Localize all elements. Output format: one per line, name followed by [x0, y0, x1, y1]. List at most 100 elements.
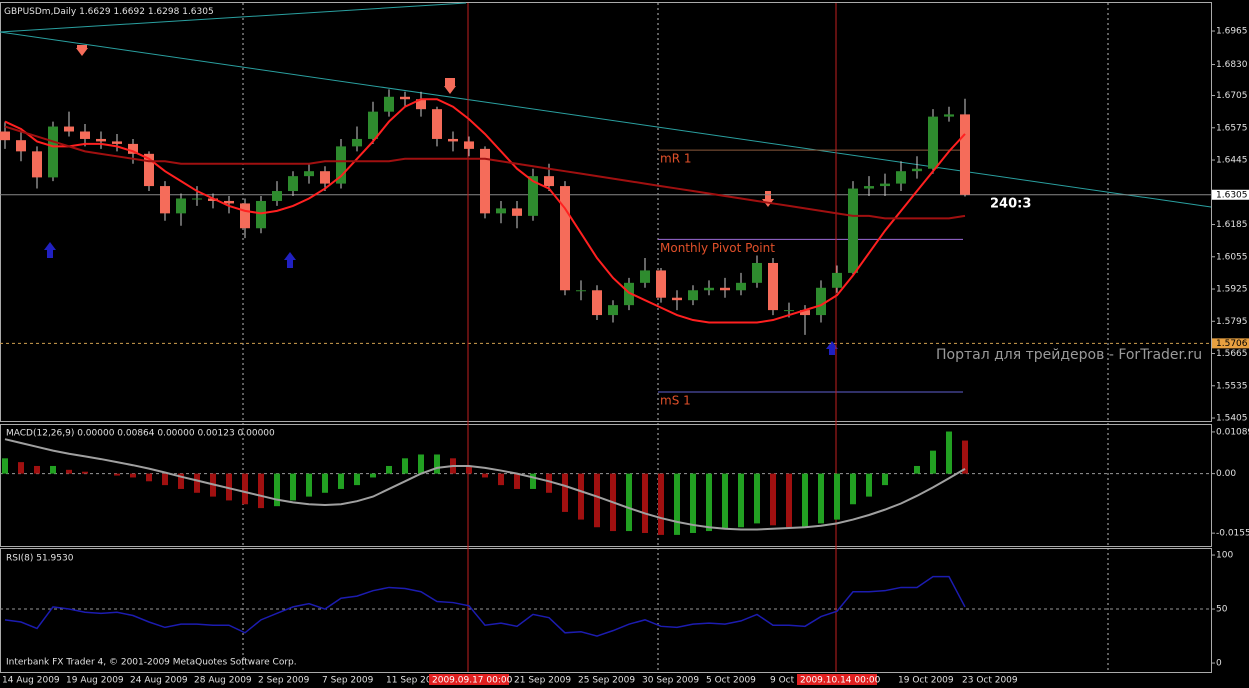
candle-body: [640, 270, 650, 283]
candle-body: [208, 198, 218, 201]
arrow-down: [444, 78, 456, 94]
macd-bar: [962, 440, 968, 474]
y-tick-label: 0.00: [1216, 469, 1236, 479]
candle-body: [720, 287, 730, 291]
x-tick-label: 28 Aug 2009: [194, 676, 252, 686]
watermark: Портал для трейдеров - ForTrader.ru: [936, 347, 1202, 363]
candle-body: [768, 262, 778, 311]
macd-bar: [66, 469, 72, 474]
y-tick-label: -0.01554: [1216, 529, 1249, 539]
x-tick-label: 5 Oct 2009: [706, 676, 756, 686]
candle-body: [16, 140, 26, 152]
macd-bar: [322, 473, 328, 493]
candle-body: [928, 116, 938, 169]
macd-bar: [530, 473, 536, 489]
macd-bar: [82, 471, 88, 474]
macd-bar: [946, 431, 952, 474]
candle-body: [672, 297, 682, 301]
macd-bar: [466, 465, 472, 474]
macd-bar: [514, 473, 520, 489]
candle-body: [816, 287, 826, 316]
candle-body: [304, 171, 314, 177]
macd-bar: [754, 473, 760, 524]
x-tick-label: 23 Oct 2009: [962, 676, 1018, 686]
macd-bar: [114, 473, 120, 476]
macd-bar: [258, 473, 264, 509]
x-tick-label: 30 Sep 2009: [642, 676, 699, 686]
macd-bar: [146, 473, 152, 482]
macd-bar: [50, 465, 56, 474]
candle-body: [192, 198, 202, 200]
macd-bar: [162, 473, 168, 486]
candle-body: [0, 131, 10, 141]
candle-body: [224, 200, 234, 204]
candle-body: [272, 191, 282, 201]
candle-body: [544, 176, 554, 187]
macd-bar: [882, 473, 888, 486]
macd-bar: [338, 473, 344, 489]
candle-body: [688, 290, 698, 301]
macd-panel: [0, 424, 1212, 547]
rsi-title: RSI(8) 51.9530: [6, 554, 74, 564]
candle-body: [240, 203, 250, 229]
candle-body: [896, 171, 906, 184]
macd-bar: [370, 473, 376, 478]
candle-body: [848, 188, 858, 273]
y-tick-label: 1.6705: [1216, 91, 1248, 101]
macd-bar: [914, 465, 920, 474]
candle-body: [464, 141, 474, 149]
x-tick-label: 14 Aug 2009: [2, 676, 60, 686]
y-tick-label: 0: [1216, 659, 1222, 669]
vline-label: 2009.10.14 00:00: [800, 676, 881, 686]
y-tick-label: 1.6830: [1216, 60, 1248, 70]
current-price-label: 1.6305: [1216, 190, 1248, 200]
candle-body: [176, 198, 186, 214]
macd-bar: [690, 473, 696, 533]
candle-body: [576, 290, 586, 292]
low: 1.6298: [148, 7, 180, 17]
macd-bar: [706, 473, 712, 532]
candle-body: [48, 126, 58, 178]
candle-body: [752, 262, 762, 283]
arrow-up: [284, 252, 296, 268]
y-tick-label: 1.6055: [1216, 252, 1248, 262]
macd-bar: [290, 473, 296, 501]
chart-header: GBPUSDm,Daily 1.6629 1.6692 1.6298 1.630…: [4, 7, 214, 17]
candle-body: [800, 310, 810, 316]
candle-body: [784, 310, 794, 312]
candle-body: [512, 208, 522, 216]
candle-body: [592, 290, 602, 316]
candle-body: [944, 114, 954, 117]
macd-signal: [4, 438, 966, 531]
pivot-label: Monthly Pivot Point: [660, 241, 775, 255]
macd-bar: [786, 473, 792, 528]
vline-label-bg: [429, 674, 509, 685]
y-tick-label: 1.5795: [1216, 317, 1248, 327]
open: 1.6629: [79, 7, 111, 17]
macd-bar: [194, 473, 200, 493]
macd-bar: [818, 473, 824, 524]
candle-body: [352, 138, 362, 147]
arrow-up: [44, 242, 56, 258]
macd-bar: [850, 473, 856, 505]
current-price-bg: [1212, 189, 1249, 200]
candle-body: [432, 109, 442, 139]
x-tick-label: 19 Aug 2009: [66, 676, 124, 686]
y-tick-label: 0.01089: [1216, 427, 1249, 437]
x-tick-label: 21 Sep 2009: [514, 676, 571, 686]
y-tick-label: 1.5405: [1216, 414, 1248, 424]
macd-bar: [386, 465, 392, 474]
arrow-down: [76, 45, 88, 56]
candle-body: [288, 176, 298, 192]
y-tick-label: 1.5925: [1216, 285, 1248, 295]
main-panel: [0, 2, 1212, 422]
moving-average: [4, 98, 966, 324]
macd-bar: [866, 473, 872, 497]
candle-body: [400, 96, 410, 100]
rsi-panel: [0, 548, 1212, 673]
x-tick-label: 24 Aug 2009: [130, 676, 188, 686]
macd-title: MACD(12,26,9) 0.00000 0.00864 0.00000 0.…: [6, 429, 275, 439]
y-tick-label: 1.6185: [1216, 220, 1248, 230]
macd-bar: [578, 473, 584, 520]
trend-line: [0, 31, 1212, 208]
